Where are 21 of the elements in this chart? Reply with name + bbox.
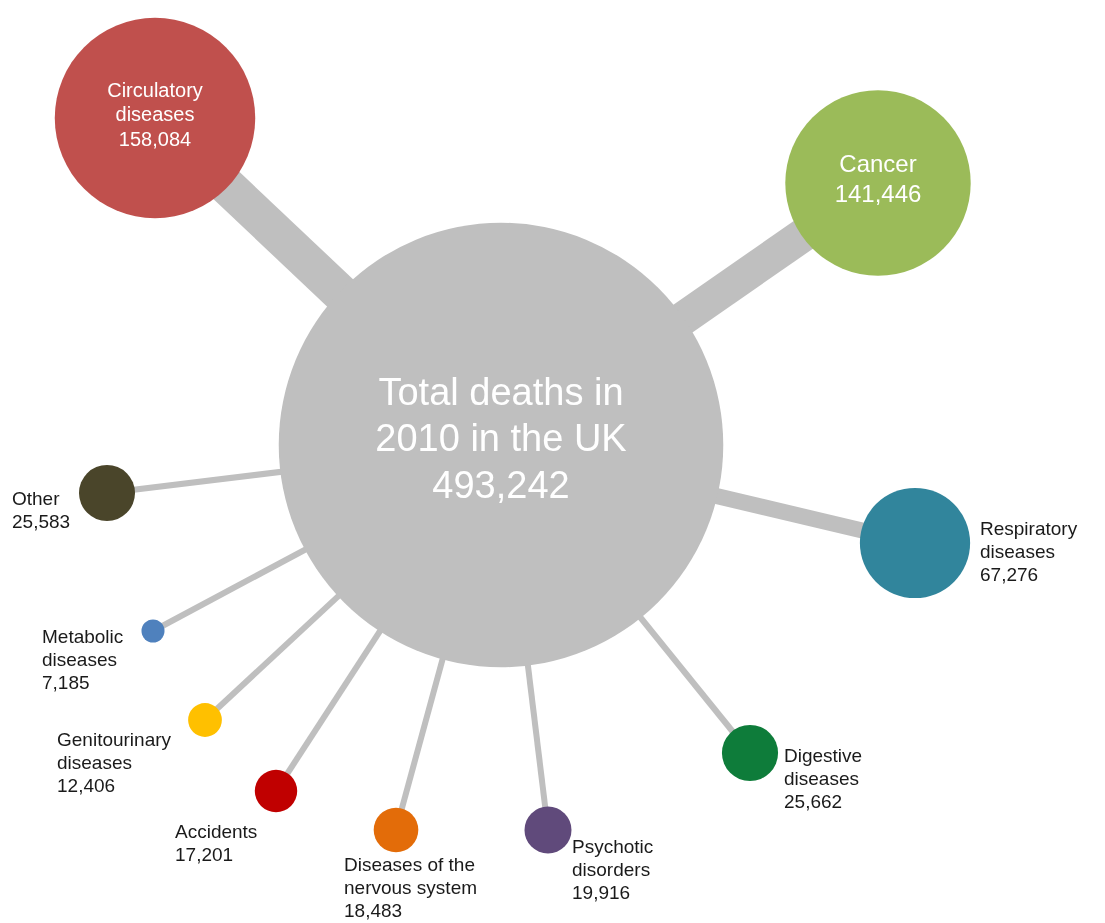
data-label: 141,446	[834, 179, 922, 207]
data-label: 67,276	[980, 564, 1039, 586]
data-label: 158,084	[118, 127, 192, 150]
data-label: 18,483	[344, 900, 403, 922]
category-label: Diseases of the nervous system	[344, 853, 478, 898]
data-label: 7,185	[42, 672, 90, 694]
category-label: Circulatory diseases	[107, 78, 203, 126]
category-label: Respiratory diseases	[980, 517, 1078, 562]
category-label: Accidents	[175, 820, 258, 842]
data-label: 17,201	[175, 843, 234, 865]
category-label: Genitourinary diseases	[57, 728, 172, 773]
data-label: 19,916	[572, 882, 631, 904]
category-label: Psychotic disorders	[572, 835, 654, 880]
data-label: 12,406	[57, 775, 116, 797]
category-label: Metabolic diseases	[42, 625, 124, 670]
category-label: Other	[12, 487, 61, 509]
category-label: Total deaths in 2010 in the UK	[375, 370, 627, 460]
category-label: Digestive diseases	[784, 744, 863, 789]
data-label: 25,662	[784, 791, 843, 813]
category-label: Cancer	[839, 150, 917, 178]
data-label: 25,583	[12, 510, 71, 532]
